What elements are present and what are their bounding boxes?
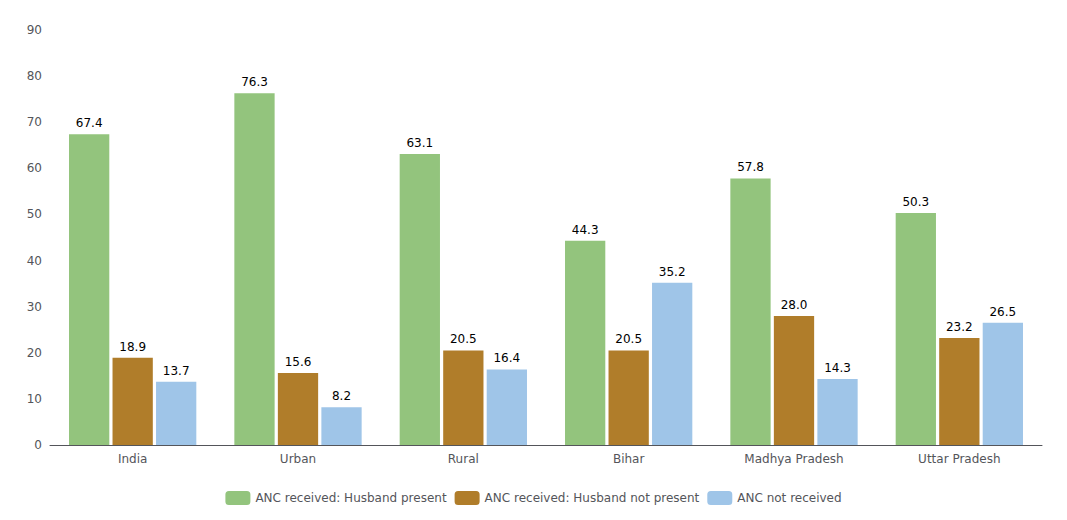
svg-text:20: 20 [27, 346, 42, 360]
svg-text:80: 80 [27, 69, 42, 83]
svg-text:Bihar: Bihar [613, 452, 645, 466]
svg-text:Madhya Pradesh: Madhya Pradesh [744, 452, 843, 466]
svg-text:30: 30 [27, 300, 42, 314]
svg-text:India: India [118, 452, 147, 466]
svg-text:50.3: 50.3 [902, 195, 929, 209]
svg-text:10: 10 [27, 392, 42, 406]
svg-text:44.3: 44.3 [572, 223, 599, 237]
svg-text:13.7: 13.7 [163, 364, 190, 378]
svg-text:Uttar Pradesh: Uttar Pradesh [918, 452, 1000, 466]
svg-text:35.2: 35.2 [659, 265, 686, 279]
svg-text:15.6: 15.6 [285, 355, 312, 369]
svg-text:Rural: Rural [448, 452, 479, 466]
svg-text:60: 60 [27, 161, 42, 175]
svg-text:28.0: 28.0 [781, 298, 808, 312]
svg-text:63.1: 63.1 [406, 136, 433, 150]
svg-text:ANC not received: ANC not received [737, 491, 841, 505]
svg-text:70: 70 [27, 115, 42, 129]
svg-text:16.4: 16.4 [493, 351, 520, 365]
svg-text:Urban: Urban [280, 452, 316, 466]
svg-text:ANC received: Husband not pres: ANC received: Husband not present [485, 491, 700, 505]
svg-text:18.9: 18.9 [119, 340, 146, 354]
svg-text:14.3: 14.3 [824, 361, 851, 375]
svg-text:8.2: 8.2 [332, 389, 351, 403]
svg-text:50: 50 [27, 207, 42, 221]
svg-text:90: 90 [27, 23, 42, 37]
svg-text:20.5: 20.5 [615, 332, 642, 346]
svg-text:ANC received: Husband present: ANC received: Husband present [255, 491, 447, 505]
svg-text:0: 0 [34, 438, 42, 452]
svg-text:40: 40 [27, 254, 42, 268]
svg-text:20.5: 20.5 [450, 332, 477, 346]
svg-text:57.8: 57.8 [737, 160, 764, 174]
svg-text:76.3: 76.3 [241, 75, 268, 89]
svg-text:67.4: 67.4 [76, 116, 103, 130]
svg-text:26.5: 26.5 [989, 305, 1016, 319]
svg-text:23.2: 23.2 [946, 320, 973, 334]
